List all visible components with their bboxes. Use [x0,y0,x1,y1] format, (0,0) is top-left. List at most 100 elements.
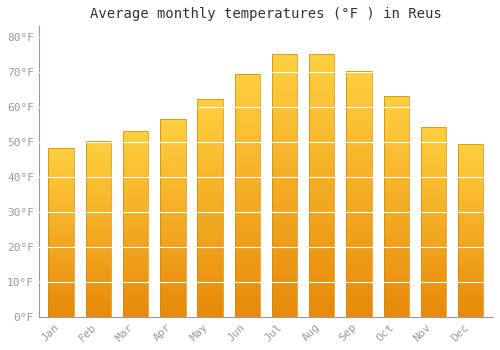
Bar [346,129,372,132]
Bar [234,96,260,98]
Bar [346,237,372,240]
Bar [160,285,186,287]
Bar [384,234,409,237]
Bar [272,143,297,146]
Bar [384,124,409,127]
Bar [346,188,372,191]
Bar [123,233,148,235]
Bar [384,259,409,262]
Bar [234,138,260,141]
Bar [309,287,334,290]
Bar [160,295,186,297]
Bar [86,279,111,282]
Bar [48,161,74,163]
Bar [272,57,297,61]
Bar [198,156,222,159]
Bar [384,229,409,231]
Bar [86,310,111,313]
Bar [234,114,260,117]
Bar [346,243,372,246]
Bar [160,129,186,131]
Bar [160,213,186,216]
Bar [234,289,260,293]
Bar [458,293,483,295]
Bar [86,194,111,196]
Bar [309,84,334,87]
Bar [458,144,483,317]
Bar [86,211,111,214]
Bar [86,176,111,178]
Bar [384,314,409,317]
Bar [123,231,148,233]
Bar [272,297,297,300]
Bar [160,243,186,245]
Bar [198,105,222,107]
Bar [234,141,260,144]
Bar [123,210,148,212]
Bar [198,148,222,151]
Bar [198,271,222,273]
Bar [346,265,372,268]
Bar [160,131,186,134]
Bar [458,172,483,174]
Bar [160,309,186,312]
Bar [48,169,74,171]
Bar [123,133,148,135]
Bar [346,151,372,154]
Bar [346,280,372,283]
Bar [86,255,111,258]
Bar [421,281,446,284]
Bar [160,171,186,173]
Bar [421,300,446,302]
Bar [198,200,222,203]
Bar [421,129,446,132]
Bar [48,266,74,268]
Bar [309,212,334,215]
Bar [123,212,148,215]
Bar [272,300,297,304]
Bar [272,186,297,189]
Bar [86,251,111,253]
Bar [160,173,186,176]
Bar [160,270,186,272]
Bar [458,222,483,224]
Bar [346,255,372,258]
Bar [346,163,372,166]
Bar [198,181,222,183]
Bar [234,214,260,217]
Bar [48,292,74,294]
Bar [48,207,74,209]
Bar [421,241,446,243]
Bar [48,271,74,273]
Bar [458,239,483,241]
Bar [458,189,483,191]
Bar [421,298,446,300]
Bar [198,262,222,265]
Bar [48,260,74,262]
Bar [160,210,186,213]
Bar [123,273,148,275]
Bar [272,264,297,268]
Bar [86,227,111,229]
Bar [421,314,446,317]
Bar [384,278,409,281]
Bar [198,306,222,309]
Bar [458,304,483,306]
Bar [309,179,334,182]
Bar [123,252,148,254]
Bar [86,141,111,143]
Bar [234,235,260,238]
Bar [309,290,334,294]
Bar [458,156,483,159]
Bar [309,225,334,228]
Bar [160,186,186,188]
Bar [384,99,409,102]
Bar [421,250,446,253]
Bar [384,135,409,138]
Bar [48,148,74,150]
Bar [160,161,186,163]
Bar [160,205,186,208]
Bar [234,262,260,265]
Bar [198,249,222,252]
Bar [234,174,260,177]
